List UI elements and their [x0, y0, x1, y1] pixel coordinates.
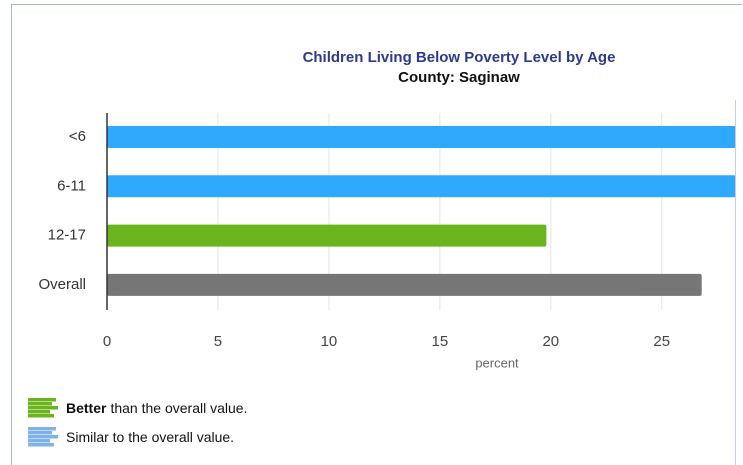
- legend-stripe: [28, 414, 54, 418]
- chart-subtitle: County: Saginaw: [398, 69, 520, 86]
- legend-stripe: [28, 410, 50, 414]
- x-tick-label: 25: [653, 333, 670, 350]
- y-tick-label: 6-11: [57, 177, 86, 194]
- legend-stripe: [28, 398, 56, 402]
- legend-icon: [28, 427, 58, 447]
- legend-label: Similar to the overall value.: [66, 429, 234, 445]
- x-axis-label: percent: [475, 355, 519, 370]
- bar: [107, 175, 735, 198]
- chart-title: Children Living Below Poverty Level by A…: [303, 49, 616, 66]
- frame: [11, 4, 742, 465]
- plot-area: [107, 126, 735, 296]
- legend-label: Better than the overall value.: [66, 400, 247, 416]
- legend-stripe: [28, 439, 50, 443]
- legend-stripe: [28, 427, 56, 431]
- bar: [107, 126, 735, 148]
- y-tick-label: Overall: [38, 276, 86, 293]
- x-tick-label: 15: [432, 333, 449, 350]
- x-tick-label: 5: [214, 333, 222, 350]
- y-tick-label: <6: [69, 128, 86, 145]
- y-tick-label: 12-17: [48, 227, 86, 244]
- legend-stripe: [28, 443, 54, 447]
- x-tick-label: 20: [542, 333, 559, 350]
- bar: [107, 273, 702, 296]
- x-tick-label: 0: [103, 333, 111, 350]
- bar: [107, 224, 547, 247]
- legend-stripe: [28, 406, 58, 410]
- legend-stripe: [28, 431, 52, 435]
- legend-text: than the overall value.: [110, 400, 247, 416]
- legend-stripe: [28, 435, 58, 439]
- legend-text: Similar to the overall value.: [66, 429, 234, 445]
- legend-stripe: [28, 402, 52, 406]
- legend-icon: [28, 398, 58, 418]
- x-tick-label: 10: [321, 333, 338, 350]
- legend-bold: Better: [66, 400, 107, 416]
